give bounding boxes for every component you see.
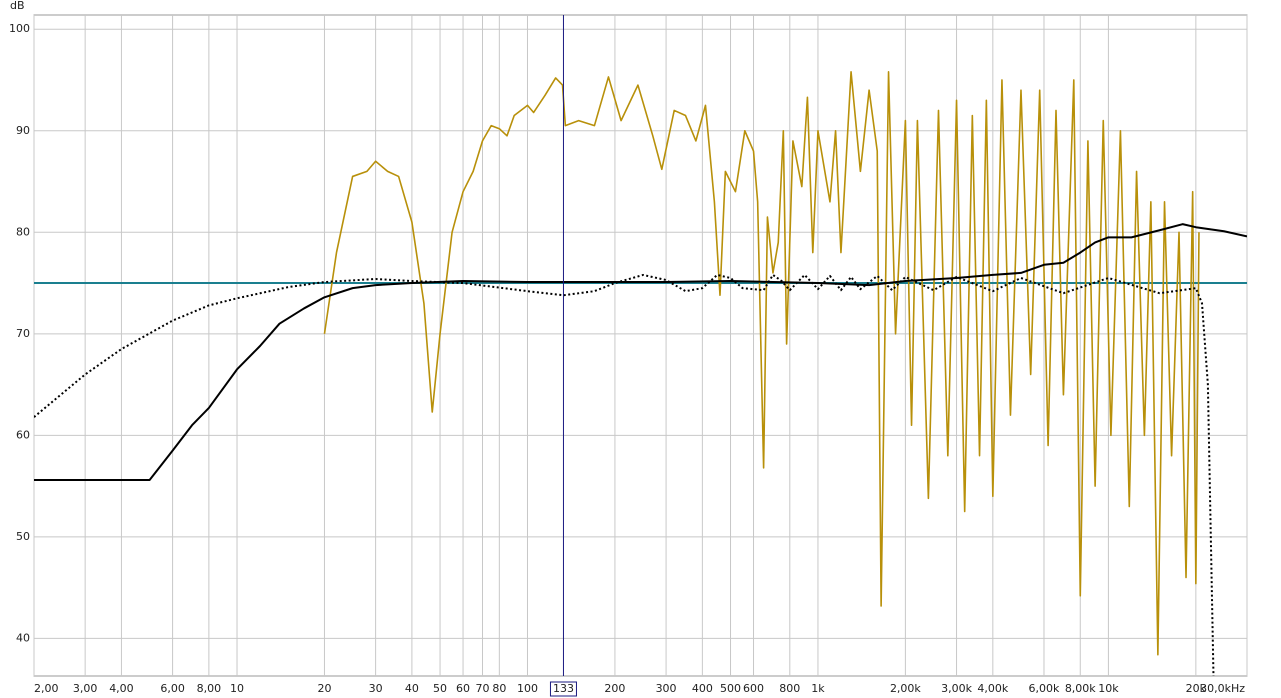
x-tick-label: 1k [811,682,825,695]
x-tick-label: 500 [720,682,741,695]
x-tick-label: 3,00 [73,682,98,695]
x-tick-label: 80 [492,682,506,695]
x-tick-label: 2,00 [34,682,59,695]
y-tick-label: 60 [16,428,30,441]
x-tick-label: 30,0kHz [1200,682,1245,695]
x-tick-label: 20k [1186,682,1207,695]
y-tick-label: 80 [16,225,30,238]
x-tick-label: 300 [656,682,677,695]
x-tick-label: 6,00 [160,682,185,695]
x-tick-label: 50 [433,682,447,695]
cursor-label: 133 [553,682,574,695]
x-tick-label: 400 [692,682,713,695]
x-tick-label: 8,00k [1065,682,1096,695]
x-tick-label: 70 [475,682,489,695]
x-tick-label: 10k [1098,682,1119,695]
x-tick-label: 200 [604,682,625,695]
series-line [323,71,1200,656]
x-tick-label: 20 [317,682,331,695]
x-tick-label: 100 [517,682,538,695]
x-tick-label: 2,00k [890,682,921,695]
x-tick-label: 8,00 [197,682,222,695]
x-tick-label: 10 [230,682,244,695]
plot-area [33,14,1248,677]
series-line [34,273,1215,676]
cursor-box [549,681,577,697]
x-tick-label: 800 [779,682,800,695]
x-tick-label: 40 [405,682,419,695]
y-tick-label: 100 [9,22,30,35]
y-tick-label: 50 [16,530,30,543]
x-tick-label: 600 [743,682,764,695]
y-tick-label: 40 [16,631,30,644]
x-tick-label: 4,00 [109,682,134,695]
y-unit: dB [10,0,25,12]
x-tick-label: 3,00k [941,682,972,695]
y-tick-label: 70 [16,327,30,340]
y-tick-label: 90 [16,124,30,137]
series-line [34,223,1247,482]
x-tick-label: 6,00k [1029,682,1060,695]
x-tick-label: 30 [369,682,383,695]
x-tick-label: 60 [456,682,470,695]
x-tick-label: 4,00k [977,682,1008,695]
